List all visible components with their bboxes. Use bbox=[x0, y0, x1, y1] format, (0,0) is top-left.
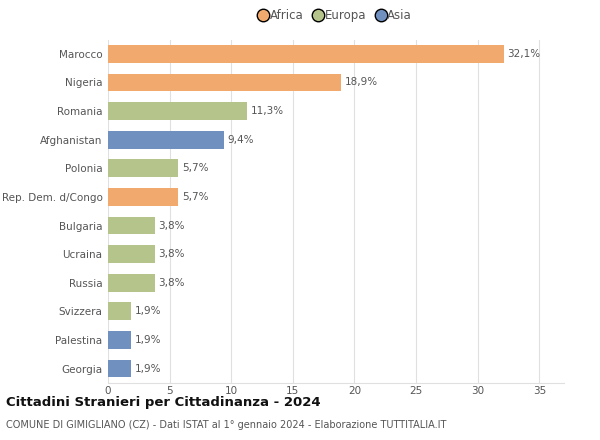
Bar bbox=[108, 188, 178, 206]
Bar bbox=[108, 131, 224, 149]
Text: 5,7%: 5,7% bbox=[182, 192, 208, 202]
Text: 1,9%: 1,9% bbox=[135, 363, 161, 374]
Text: 1,9%: 1,9% bbox=[135, 306, 161, 316]
Bar bbox=[108, 73, 341, 92]
Legend: Africa, Europa, Asia: Africa, Europa, Asia bbox=[256, 4, 416, 27]
Text: 3,8%: 3,8% bbox=[158, 278, 185, 288]
Bar bbox=[108, 159, 178, 177]
Bar bbox=[108, 45, 503, 63]
Text: 9,4%: 9,4% bbox=[227, 135, 254, 145]
Bar bbox=[108, 245, 155, 263]
Text: 3,8%: 3,8% bbox=[158, 220, 185, 231]
Bar bbox=[108, 302, 131, 320]
Bar bbox=[108, 274, 155, 292]
Text: 11,3%: 11,3% bbox=[251, 106, 284, 116]
Bar bbox=[108, 216, 155, 235]
Text: 5,7%: 5,7% bbox=[182, 163, 208, 173]
Bar bbox=[108, 331, 131, 349]
Text: COMUNE DI GIMIGLIANO (CZ) - Dati ISTAT al 1° gennaio 2024 - Elaborazione TUTTITA: COMUNE DI GIMIGLIANO (CZ) - Dati ISTAT a… bbox=[6, 420, 446, 430]
Text: 18,9%: 18,9% bbox=[344, 77, 378, 88]
Text: 32,1%: 32,1% bbox=[508, 49, 541, 59]
Text: Cittadini Stranieri per Cittadinanza - 2024: Cittadini Stranieri per Cittadinanza - 2… bbox=[6, 396, 320, 409]
Bar bbox=[108, 102, 247, 120]
Text: 1,9%: 1,9% bbox=[135, 335, 161, 345]
Text: 3,8%: 3,8% bbox=[158, 249, 185, 259]
Bar bbox=[108, 359, 131, 378]
